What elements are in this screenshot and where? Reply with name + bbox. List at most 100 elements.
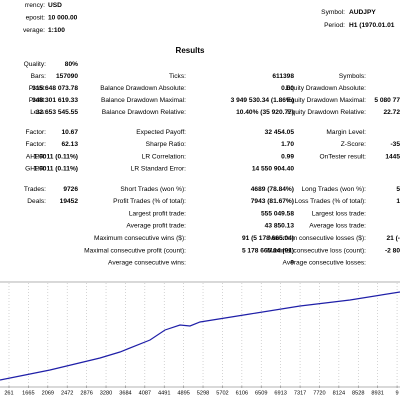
field-label: Balance Drawdown Absolute: <box>100 85 186 92</box>
field-label: rrency: <box>25 2 45 9</box>
equity-line <box>0 291 400 381</box>
field-value: -35 <box>390 141 400 148</box>
x-tick-label: 6106 <box>236 390 248 396</box>
field-value: -32 653 545.55 <box>34 109 79 116</box>
x-tick-label: 5298 <box>197 390 209 396</box>
field-label: Factor: <box>25 129 46 136</box>
field-label: Balance Drawdown Maximal: <box>101 97 186 104</box>
field-value: 9 <box>290 260 294 267</box>
field-value: 62.13 <box>61 141 78 148</box>
x-tick-label: 8124 <box>333 390 345 396</box>
field-label: Expected Payoff: <box>136 129 186 136</box>
field-value: 5 080 77 <box>374 97 400 104</box>
field-label: Equity Drawdown Maximal: <box>286 97 366 104</box>
field-label: Ticks: <box>169 73 186 80</box>
field-label: Margin Level: <box>326 129 366 136</box>
field-label: Average consecutive losses: <box>283 260 367 267</box>
field-value: 7943 (81.67%) <box>251 198 294 205</box>
field-value: 555 049.58 <box>261 210 294 217</box>
x-tick-label: 4895 <box>177 390 189 396</box>
field-label: Largest profit trade: <box>129 210 186 217</box>
field-value: 80% <box>65 61 78 68</box>
field-value: 22.72 <box>383 109 400 116</box>
field-value: 14 550 904.40 <box>252 166 295 173</box>
field-value: 32 454.05 <box>265 129 295 136</box>
field-value: 0.00 <box>281 85 294 92</box>
field-value: 5 <box>396 186 400 193</box>
field-label: Deals: <box>27 198 46 205</box>
x-tick-label: 8931 <box>371 390 383 396</box>
field-label: Balance Drawdown Relative: <box>102 109 186 116</box>
x-tick-label: 4491 <box>158 390 170 396</box>
x-tick-label: 7720 <box>313 390 325 396</box>
field-value: 157090 <box>56 73 78 80</box>
field-label: verage: <box>23 27 45 34</box>
x-tick-label: 6913 <box>274 390 286 396</box>
field-label: Sharpe Ratio: <box>146 141 186 148</box>
x-tick-label: 9 <box>396 390 399 396</box>
field-value: 315 648 073.78 <box>32 85 78 92</box>
field-value: 1.70 <box>281 141 294 148</box>
field-value: 1445 <box>385 153 400 160</box>
x-tick-label: 1665 <box>22 390 34 396</box>
field-value: 21 (- <box>386 235 400 242</box>
field-label: Symbols: <box>339 73 366 80</box>
field-value: -2 80 <box>385 247 400 254</box>
chart-frame <box>0 281 400 388</box>
field-label: LR Correlation: <box>142 153 187 160</box>
report-title: Results <box>176 46 205 55</box>
field-label: Average profit trade: <box>126 223 186 230</box>
field-label: Profit: <box>29 97 46 104</box>
field-value: 91 (5 178 665.04) <box>242 235 294 242</box>
x-tick-label: 3684 <box>119 390 131 396</box>
x-tick-label: 2069 <box>42 390 54 396</box>
x-tick-label: 3280 <box>100 390 112 396</box>
x-tick-label: 5702 <box>216 390 228 396</box>
field-label: GHPR: <box>25 166 46 173</box>
field-value: 3 949 530.34 (1.86%) <box>231 97 294 104</box>
x-tick-label: 2876 <box>80 390 92 396</box>
field-label: Loss Trades (% of total): <box>295 198 367 205</box>
field-label: eposit: <box>26 14 46 21</box>
field-label: AHPR: <box>26 153 46 160</box>
field-label: Bars: <box>31 73 47 80</box>
field-value: 4689 (78.84%) <box>251 186 294 193</box>
field-value: 10.40% (35 920.77) <box>236 109 294 116</box>
field-value: 1.0011 (0.11%) <box>34 153 78 160</box>
x-tick-label: 7317 <box>294 390 306 396</box>
field-label: Maximal consecutive loss (count): <box>267 247 366 254</box>
field-label: Loss: <box>30 109 46 116</box>
field-label: Equity Drawdown Relative: <box>287 109 366 116</box>
field-value: 611398 <box>272 73 294 80</box>
field-label: LR Standard Error: <box>131 166 187 173</box>
field-value: AUDJPY <box>349 9 376 16</box>
field-value: 43 850.13 <box>265 223 295 230</box>
field-value: 1 <box>396 198 400 205</box>
x-tick-label: 6509 <box>255 390 267 396</box>
field-label: Equity Drawdown Absolute: <box>286 85 366 92</box>
field-value: 5 178 665.04 (91) <box>242 247 294 254</box>
field-label: Long Trades (won %): <box>301 186 366 193</box>
field-label: Period: <box>324 22 345 29</box>
field-label: Trades: <box>24 186 46 193</box>
field-label: Symbol: <box>321 9 345 16</box>
field-label: Maximal consecutive profit (count): <box>84 247 186 254</box>
field-label: Short Trades (won %): <box>120 186 186 193</box>
field-label: Quality: <box>24 61 47 68</box>
field-value: 1:100 <box>48 27 65 34</box>
field-label: Factor: <box>25 141 46 148</box>
field-label: Profit Trades (% of total): <box>113 198 186 205</box>
field-value: 10 000.00 <box>48 14 78 21</box>
field-value: USD <box>48 2 62 9</box>
field-value: 348 301 619.33 <box>32 97 78 104</box>
x-tick-label: 4087 <box>139 390 151 396</box>
field-label: Average loss trade: <box>309 223 366 230</box>
field-label: Profit: <box>29 85 46 92</box>
x-tick-label: 8528 <box>352 390 364 396</box>
x-tick-label: 261 <box>4 390 13 396</box>
field-label: Z-Score: <box>341 141 366 148</box>
field-label: OnTester result: <box>319 153 366 160</box>
field-label: Maximum consecutive losses ($): <box>269 235 367 242</box>
